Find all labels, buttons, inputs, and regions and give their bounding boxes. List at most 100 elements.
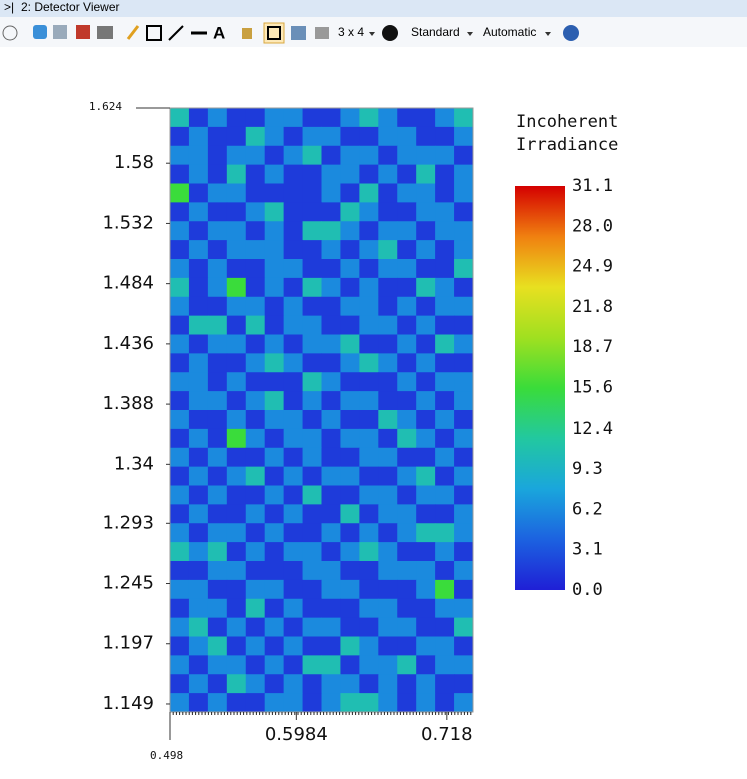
heatmap-cell	[283, 674, 304, 694]
heatmap-cell	[302, 410, 322, 430]
heatmap-cell	[170, 315, 190, 335]
heatmap-cell	[188, 145, 209, 166]
heatmap-cell	[397, 145, 417, 166]
heatmap-cell	[340, 183, 360, 203]
heatmap-cell	[207, 334, 228, 354]
heatmap-cell	[188, 315, 209, 335]
y-tick-label: 1.58	[114, 152, 154, 173]
heatmap-cell	[454, 108, 474, 128]
heatmap-cell	[245, 108, 266, 128]
heatmap-cell	[397, 164, 417, 184]
heatmap-cell	[359, 145, 379, 166]
heatmap-cell	[397, 693, 417, 713]
save-button[interactable]	[76, 25, 90, 39]
heatmap-cell	[207, 693, 228, 713]
y-tick-label: 1.245	[102, 573, 154, 594]
heatmap-cell	[321, 259, 341, 279]
heatmap-cell	[245, 183, 266, 203]
heatmap-cell	[397, 353, 417, 373]
heatmap-cell	[340, 466, 360, 486]
heatmap-cell	[283, 636, 304, 656]
heatmap-cell	[454, 693, 474, 713]
heatmap-cell	[264, 145, 285, 166]
rectangle-button[interactable]	[146, 25, 162, 41]
heatmap-cell	[264, 277, 285, 298]
heatmap-cell	[188, 542, 209, 562]
heatmap-cell	[435, 674, 455, 694]
heatmap-cell	[359, 126, 379, 147]
heatmap-cell	[207, 655, 228, 675]
heatmap-cell	[226, 579, 247, 600]
heatmap-cell	[454, 240, 474, 260]
heatmap-cell	[454, 579, 474, 600]
pencil-button[interactable]	[126, 25, 140, 40]
heatmap-cell	[397, 428, 417, 449]
colorbar	[515, 186, 565, 590]
lock-button[interactable]	[242, 28, 252, 39]
heatmap-cell	[283, 164, 304, 184]
heatmap-cell	[226, 523, 247, 543]
heatmap-cell	[340, 410, 360, 430]
heatmap-cell	[188, 598, 209, 619]
heatmap-cell	[170, 636, 190, 656]
heatmap-cell	[416, 391, 436, 411]
heatmap-cell	[207, 674, 228, 694]
heatmap-cell	[397, 598, 417, 619]
copy-button[interactable]	[53, 25, 67, 39]
heatmap-cell	[188, 334, 209, 354]
heatmap-cell	[302, 447, 322, 468]
automatic-menu[interactable]: Automatic	[483, 25, 536, 39]
heatmap-cell	[340, 447, 360, 468]
sync-button[interactable]	[382, 25, 398, 41]
heatmap-cell	[321, 145, 341, 166]
refresh-button[interactable]	[33, 25, 47, 39]
heatmap-cell	[435, 447, 455, 468]
heatmap-cell	[416, 523, 436, 543]
text-button[interactable]: A	[213, 23, 225, 42]
heatmap-cell	[435, 693, 455, 713]
help-button[interactable]	[563, 25, 579, 41]
heatmap-cell	[283, 504, 304, 524]
heatmap-cell	[397, 372, 417, 392]
heatmap-cell	[397, 108, 417, 128]
heatmap-cell	[435, 277, 455, 298]
standard-menu[interactable]: Standard	[411, 25, 460, 39]
layout-menu[interactable]: 3 x 4	[338, 25, 364, 39]
heatmap-cell	[245, 296, 266, 317]
heatmap-cell	[302, 655, 322, 675]
heatmap-cell	[340, 579, 360, 600]
heatmap-cell	[435, 183, 455, 203]
heatmap-cell	[226, 504, 247, 524]
heatmap-cell	[170, 447, 190, 468]
heatmap-cell	[207, 145, 228, 166]
heatmap-cell	[226, 391, 247, 411]
heatmap-cell	[359, 485, 379, 505]
heatmap-cell	[397, 561, 417, 581]
arrow-button[interactable]	[168, 25, 184, 41]
heatmap-cell	[283, 315, 304, 335]
heatmap-cell	[207, 259, 228, 279]
heatmap-cell	[207, 183, 228, 203]
heatmap-cell	[226, 221, 247, 241]
heatmap-cell	[170, 428, 190, 449]
y-tick-label: 1.149	[102, 693, 154, 714]
layers-button[interactable]	[315, 27, 329, 39]
heatmap-cell	[188, 674, 209, 694]
colorbar-title: Incoherent	[516, 112, 618, 132]
heatmap-cell	[359, 183, 379, 203]
heatmap-cell	[340, 372, 360, 392]
print-button[interactable]	[97, 26, 113, 39]
heatmap-cell	[340, 485, 360, 505]
heatmap-cell	[321, 183, 341, 203]
dropdown-arrow	[369, 32, 375, 36]
settings-button[interactable]	[2, 25, 18, 41]
colorbar-title: Irradiance	[516, 135, 618, 155]
window-button[interactable]	[291, 26, 306, 40]
heatmap-cell	[359, 315, 379, 335]
heatmap-cell	[188, 202, 209, 222]
heatmap-cell	[170, 674, 190, 694]
dropdown-arrow	[545, 32, 551, 36]
heatmap-cell	[435, 353, 455, 373]
